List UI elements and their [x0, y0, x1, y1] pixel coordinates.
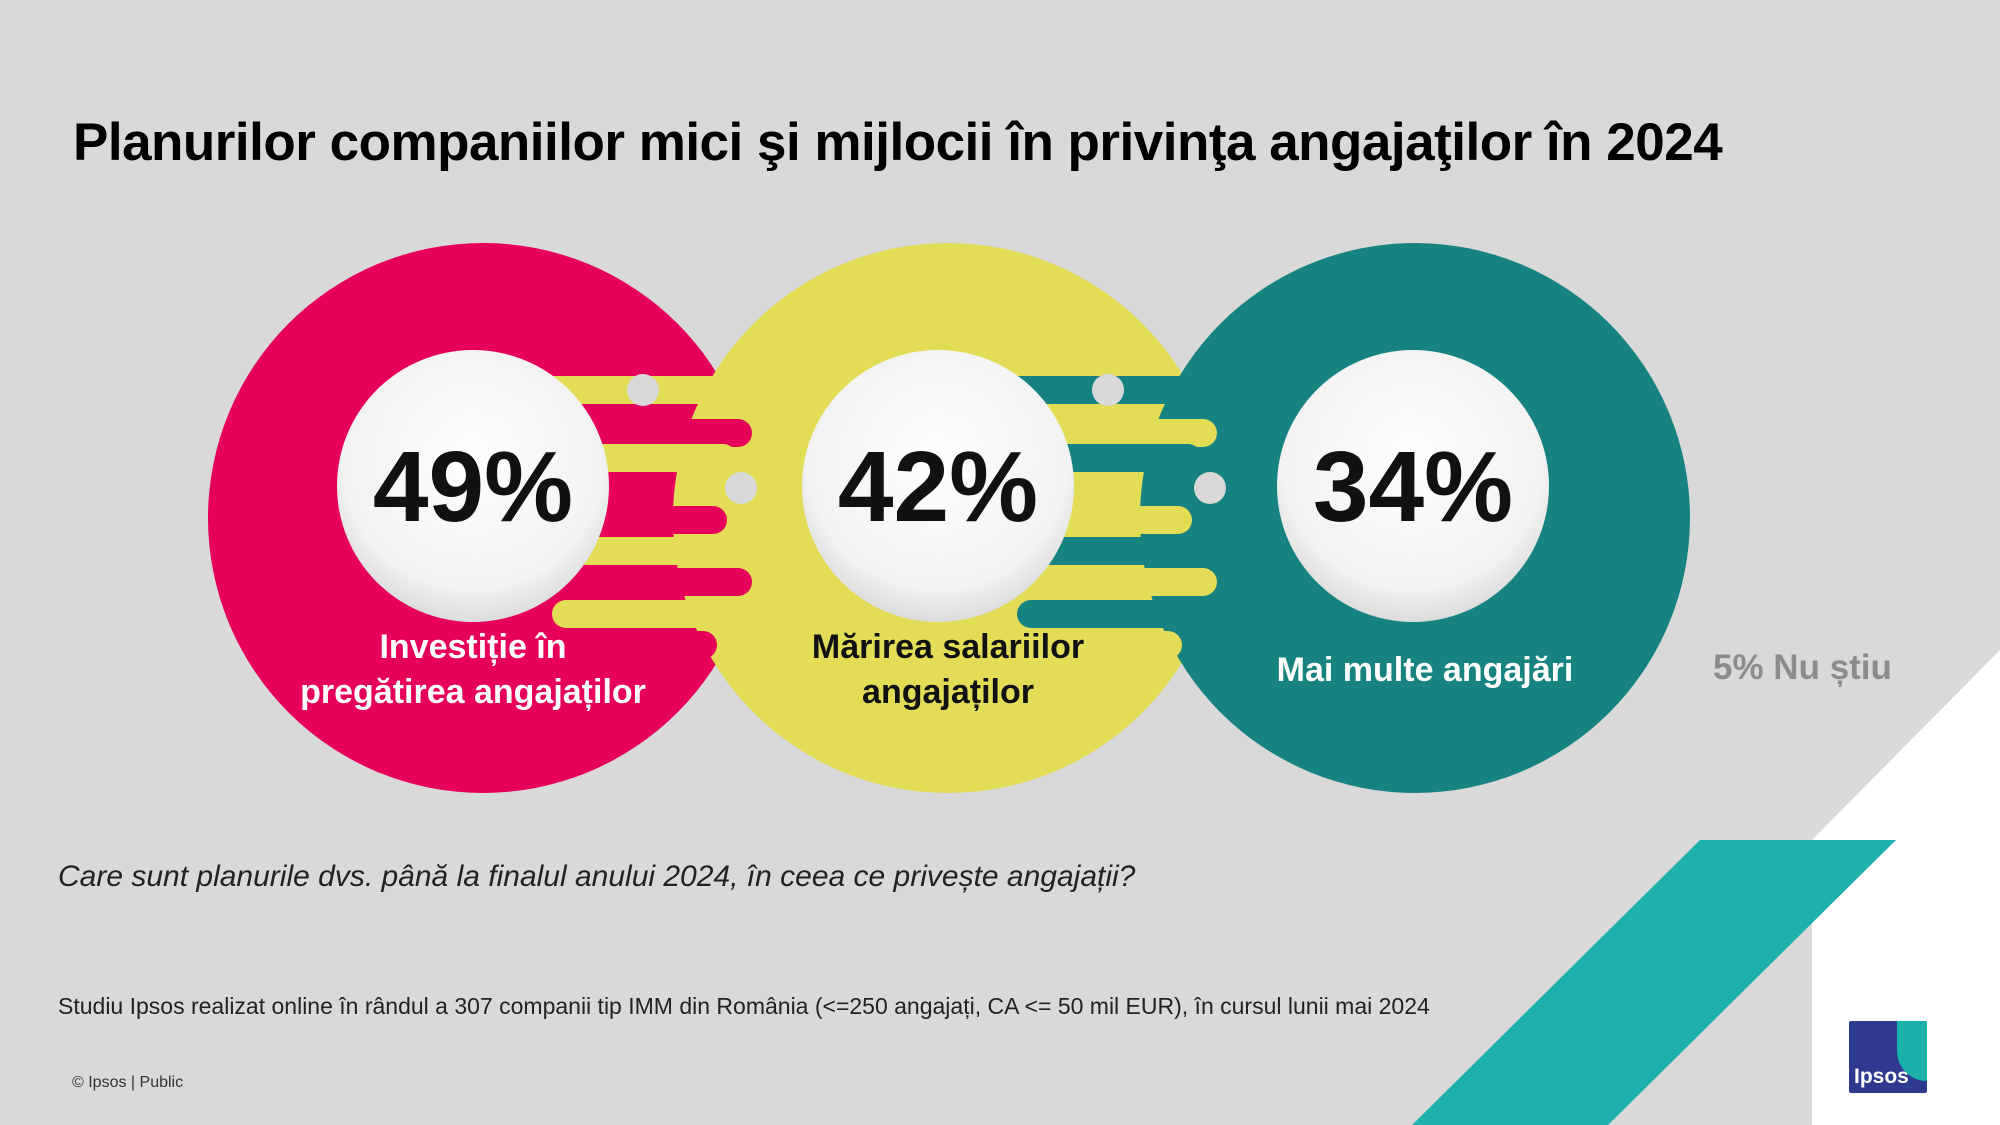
category-label-training-line2: pregătirea angajaților: [300, 673, 646, 711]
dont-know-label: 5% Nu știu: [1713, 648, 1892, 687]
connector-2: [982, 374, 1227, 659]
value-circle-salaries: [802, 350, 1074, 622]
connector-stripe: [582, 568, 752, 596]
connector-dot: [1194, 472, 1226, 504]
connector-stripe: [1047, 568, 1217, 596]
survey-question: Care sunt planurile dvs. până la finalul…: [58, 860, 1136, 893]
connector-stripe: [1084, 631, 1182, 659]
bubble-chart: 49% Investiție în pregătirea angajaților 42…: [208, 243, 1690, 793]
category-label-salaries-line1: Mărirea salariilor: [812, 628, 1084, 666]
copyright-note: © Ipsos | Public: [72, 1074, 184, 1091]
connector-dot: [627, 374, 659, 406]
teal-stripe-shape: [1412, 840, 1896, 1125]
connector-dot: [1092, 374, 1124, 406]
connector-stripe: [572, 537, 762, 565]
connector-dot: [725, 472, 757, 504]
connector-stripe: [1030, 444, 1202, 472]
connector-stripe: [1037, 537, 1227, 565]
value-label-hiring: 34%: [1313, 431, 1513, 543]
ipsos-logo: Ipsos: [1849, 1021, 1927, 1093]
connector-stripe: [1017, 600, 1202, 628]
connector-stripe: [575, 419, 752, 447]
connector-stripe: [1087, 506, 1192, 534]
logo-text: Ipsos: [1854, 1065, 1909, 1088]
category-label-training-line1: Investiție în: [379, 628, 566, 666]
connector-stripe: [552, 600, 737, 628]
source-note: Studiu Ipsos realizat online în rândul a…: [58, 993, 1430, 1019]
value-label-salaries: 42%: [838, 431, 1038, 543]
value-label-training: 49%: [373, 431, 573, 543]
value-circle-training: [337, 350, 609, 622]
value-circle-hiring: [1277, 350, 1549, 622]
connector-stripe: [1040, 419, 1217, 447]
connector-stripe: [565, 444, 737, 472]
connector-stripe: [619, 631, 717, 659]
connector-stripe: [622, 506, 727, 534]
connector-1: [517, 374, 762, 659]
category-label-salaries-line2: angajaților: [862, 673, 1034, 711]
page-title: Planurilor companiilor mici şi mijlocii …: [73, 113, 1723, 172]
category-label-hiring: Mai multe angajări: [1277, 651, 1574, 689]
white-corner-shape: [1812, 650, 2000, 1125]
